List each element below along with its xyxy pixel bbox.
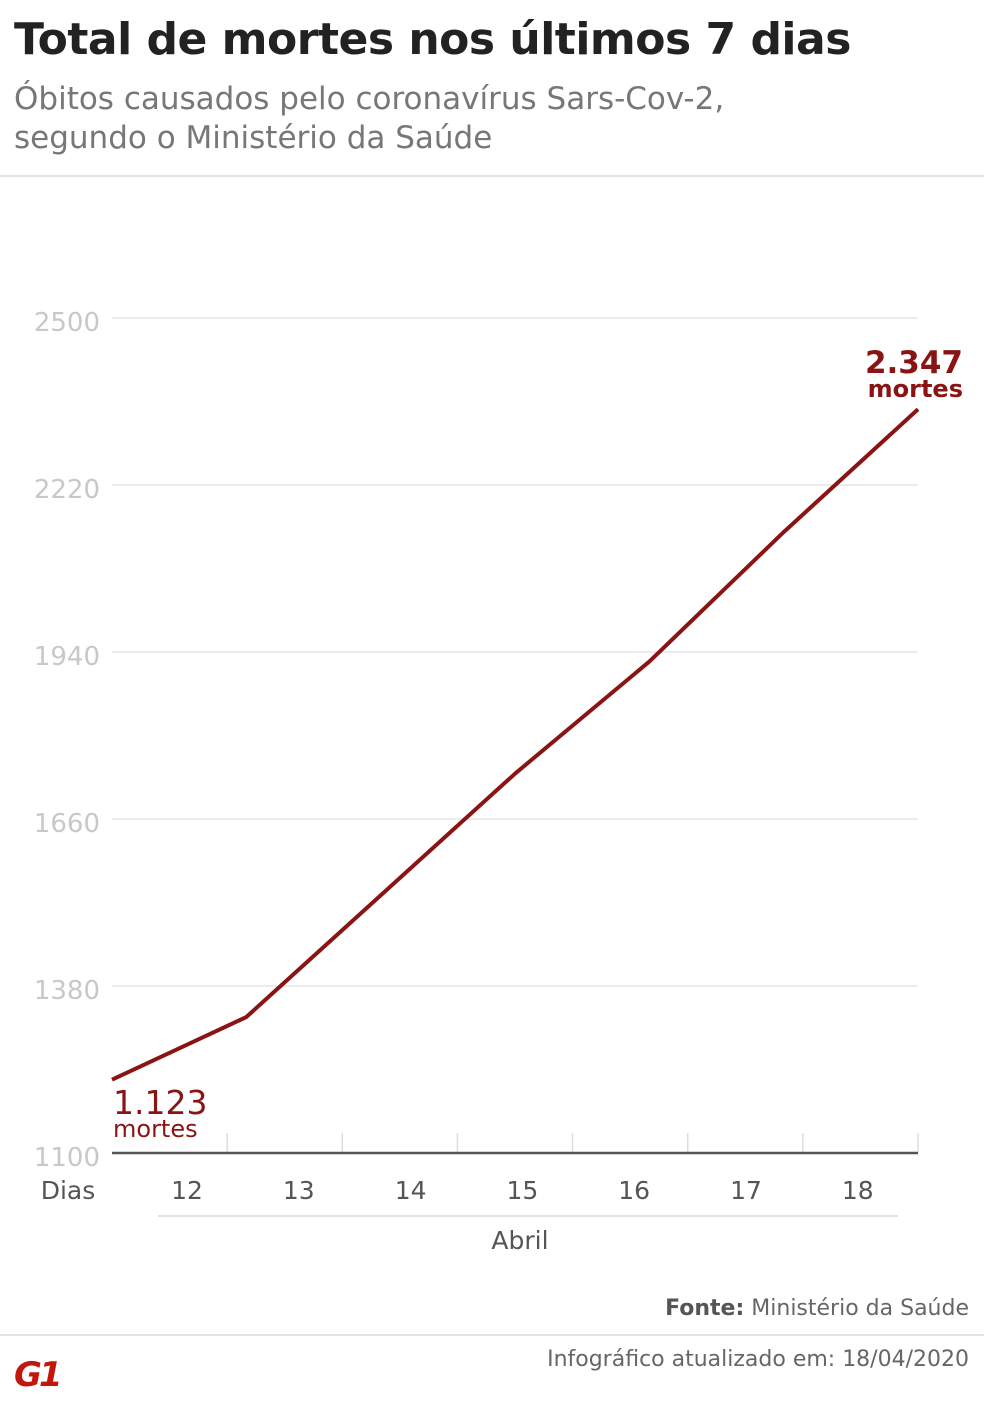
x-axis-label: Abril	[491, 1226, 548, 1255]
line-chart: 1100 1380 1660 1940 2220 2500 12 13 14 15 16 17 18 Di…	[34, 308, 963, 1255]
x-tick-label: 16	[618, 1176, 650, 1205]
y-tick-label: 2500	[34, 308, 100, 338]
updated-text: Infográfico atualizado em: 18/04/2020	[547, 1347, 969, 1372]
y-tick-label: 1380	[34, 976, 100, 1006]
end-unit-label: mortes	[868, 375, 963, 403]
divider	[0, 175, 984, 177]
chart-title: Total de mortes nos últimos 7 dias	[14, 14, 851, 65]
x-axis-prefix: Dias	[41, 1176, 96, 1205]
g1-logo: G1	[14, 1355, 63, 1395]
y-tick-label: 2220	[34, 475, 100, 505]
source: Fonte: Ministério da Saúde	[665, 1296, 969, 1321]
subtitle-line: segundo o Ministério da Saúde	[14, 120, 493, 156]
x-tick-label: 13	[283, 1176, 315, 1205]
x-tick-label: 17	[730, 1176, 762, 1205]
y-tick-label: 1940	[34, 642, 100, 672]
x-tick-label: 18	[842, 1176, 874, 1205]
chart-subtitle: Óbitos causados pelo coronavírus Sars-Co…	[14, 80, 724, 158]
y-tick-label: 1100	[34, 1143, 100, 1173]
y-tick-label: 1660	[34, 809, 100, 839]
x-tick-label: 12	[171, 1176, 203, 1205]
x-tick-label: 15	[506, 1176, 538, 1205]
series-line	[111, 407, 920, 1082]
source-label: Fonte:	[665, 1296, 745, 1321]
x-tick-label: 14	[395, 1176, 427, 1205]
start-unit-label: mortes	[113, 1115, 198, 1143]
subtitle-line: Óbitos causados pelo coronavírus Sars-Co…	[14, 81, 725, 117]
start-value-label: 1.123	[113, 1083, 207, 1122]
end-value-label: 2.347	[865, 345, 963, 381]
divider	[0, 1334, 984, 1336]
source-text: Ministério da Saúde	[751, 1296, 969, 1321]
